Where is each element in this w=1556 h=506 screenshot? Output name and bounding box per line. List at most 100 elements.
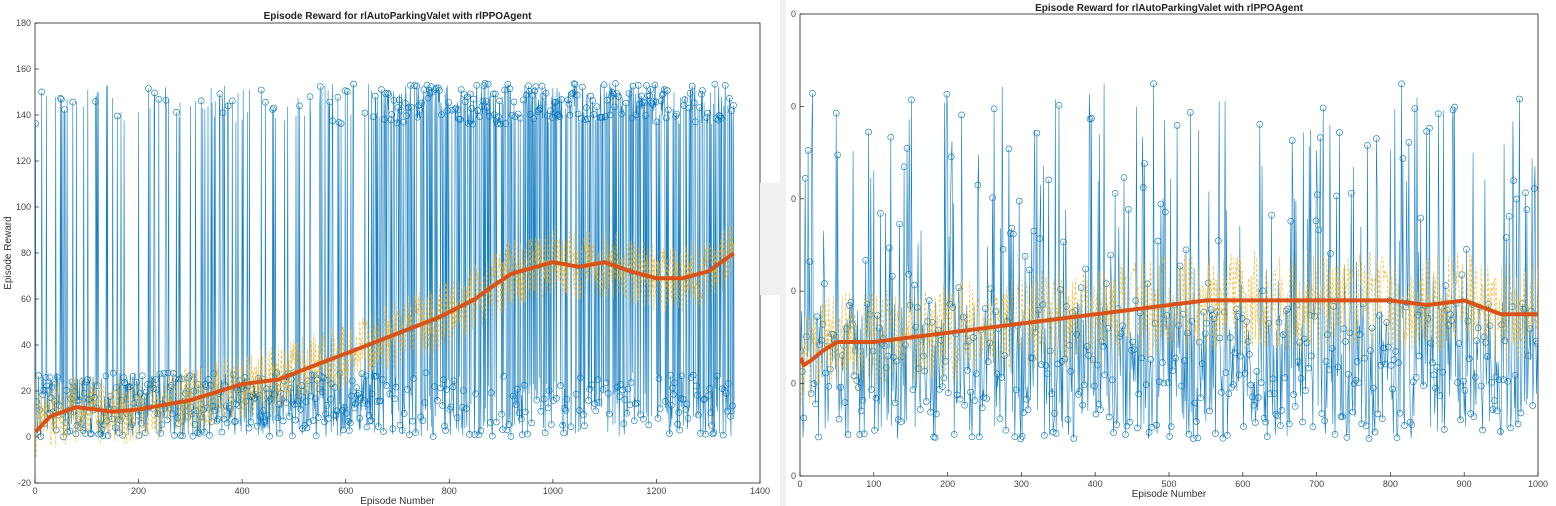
- episode-reward-point: [507, 433, 515, 440]
- episode-reward-point: [302, 398, 310, 405]
- episode-reward-point: [663, 87, 671, 94]
- episode-reward-point: [1222, 369, 1230, 376]
- episode-reward-point: [513, 385, 521, 393]
- episode-reward-point: [458, 404, 466, 411]
- episode-reward-point: [1173, 122, 1181, 129]
- episode-reward-point: [1184, 329, 1191, 337]
- episode-reward-point: [400, 410, 408, 417]
- episode-reward-point: [388, 111, 396, 118]
- x-tick-label: 100: [866, 479, 881, 489]
- episode-reward-point: [1417, 214, 1425, 222]
- episode-reward-point: [691, 118, 699, 126]
- episode-reward-point: [295, 392, 302, 400]
- episode-reward-point: [637, 411, 644, 419]
- episode-reward-point: [1507, 424, 1515, 432]
- episode-reward-point: [410, 375, 417, 382]
- episode-reward-point: [461, 98, 469, 106]
- episode-reward-point: [1135, 390, 1143, 398]
- episode-reward-point: [1331, 430, 1339, 438]
- episode-reward-point: [312, 432, 320, 440]
- episode-reward-point: [1374, 410, 1382, 418]
- episode-reward-point: [673, 110, 680, 118]
- episode-reward-point: [218, 428, 226, 436]
- episode-reward-point: [1364, 142, 1371, 149]
- y-tick-label: 0: [791, 194, 796, 204]
- episode-reward-point: [1082, 265, 1089, 273]
- episode-reward-point: [1324, 331, 1332, 339]
- episode-reward-point: [276, 429, 284, 437]
- episode-reward-point: [800, 347, 804, 355]
- episode-reward-point: [1353, 358, 1361, 365]
- episode-reward-point: [1479, 426, 1486, 434]
- episode-reward-point: [1312, 217, 1320, 225]
- episode-reward-point: [654, 414, 662, 422]
- episode-reward-point: [216, 90, 224, 98]
- episode-reward-point: [855, 384, 862, 391]
- episode-reward-point: [416, 106, 424, 114]
- episode-reward-point: [1315, 226, 1323, 234]
- episode-reward-point: [1250, 401, 1258, 409]
- episode-reward-point: [629, 82, 637, 90]
- episode-reward-point: [402, 112, 410, 119]
- episode-reward-point: [648, 99, 656, 107]
- episode-reward-point: [345, 427, 353, 434]
- episode-reward-point: [143, 388, 150, 396]
- episode-reward-point: [459, 387, 467, 394]
- episode-reward-point: [594, 376, 602, 383]
- episode-reward-point: [326, 98, 334, 106]
- episode-reward-point: [722, 389, 730, 397]
- x-tick-label: 600: [338, 486, 353, 496]
- episode-reward-point: [407, 82, 414, 89]
- episode-reward-point: [546, 107, 554, 115]
- episode-reward-point: [477, 427, 485, 435]
- episode-reward-point: [980, 394, 988, 401]
- episode-reward-point: [269, 106, 277, 113]
- episode-reward-point: [545, 387, 553, 395]
- episode-reward-point: [1471, 373, 1479, 381]
- episode-reward-point: [626, 401, 634, 409]
- episode-reward-point: [518, 431, 526, 439]
- episode-reward-point: [468, 105, 475, 112]
- episode-reward-point: [397, 107, 405, 114]
- episode-reward-point: [695, 411, 702, 419]
- episode-reward-point: [822, 369, 830, 377]
- episode-reward-point: [1327, 250, 1334, 257]
- episode-reward-point: [825, 382, 833, 390]
- episode-reward-point: [897, 418, 905, 426]
- episode-reward-point: [1055, 102, 1063, 109]
- episode-reward-point: [1430, 371, 1438, 379]
- episode-reward-point: [529, 92, 537, 99]
- episode-reward-point: [664, 106, 672, 114]
- episode-reward-point: [1079, 401, 1087, 409]
- episode-reward-point: [717, 115, 725, 122]
- episode-reward-point: [1278, 407, 1286, 414]
- episode-reward-point: [1343, 434, 1351, 441]
- episode-reward-point: [685, 104, 693, 112]
- episode-reward-point: [1254, 394, 1262, 401]
- episode-reward-point: [661, 397, 669, 405]
- episode-reward-point: [655, 375, 663, 382]
- episode-reward-point: [162, 97, 170, 104]
- episode-reward-point: [1060, 238, 1067, 246]
- episode-reward-point: [1269, 375, 1277, 383]
- episode-reward-point: [1501, 337, 1509, 344]
- x-tick-label: 800: [1383, 479, 1398, 489]
- episode-reward-point: [1460, 377, 1467, 385]
- episode-reward-point: [267, 395, 274, 403]
- x-tick-label: 600: [1235, 479, 1250, 489]
- episode-reward-point: [1502, 234, 1510, 241]
- episode-reward-point: [585, 397, 592, 404]
- episode-reward-point: [53, 373, 61, 381]
- episode-reward-point: [474, 107, 482, 114]
- episode-reward-point: [560, 429, 568, 437]
- episode-reward-point: [374, 423, 382, 430]
- episode-reward-point: [1302, 387, 1309, 394]
- episode-reward-point: [164, 369, 172, 377]
- episode-reward-point: [800, 414, 808, 422]
- episode-reward-chart-left: Episode Reward for rlAutoParkingValet wi…: [3, 11, 770, 506]
- episode-reward-point: [223, 419, 231, 427]
- episode-reward-point: [688, 82, 696, 90]
- episode-reward-point: [1259, 287, 1267, 295]
- episode-reward-point: [1349, 408, 1357, 416]
- episode-reward-point: [44, 387, 52, 394]
